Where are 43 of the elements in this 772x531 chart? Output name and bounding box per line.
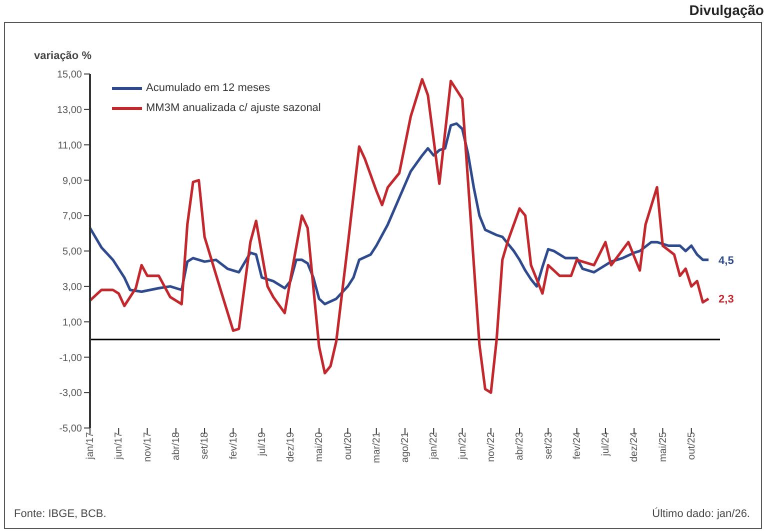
y-tick-label: 5,00 (62, 246, 82, 258)
x-tick-label: fev/24 (572, 432, 583, 460)
x-tick-label: dez/19 (286, 432, 297, 462)
legend-label: Acumulado em 12 meses (146, 81, 270, 96)
x-tick-label: fev/19 (228, 432, 240, 460)
y-tick-label: 3,00 (62, 282, 82, 293)
y-tick-label: -5,00 (59, 424, 82, 435)
x-tick-label: mai/25 (658, 432, 669, 462)
x-tick-label: out/25 (686, 432, 698, 460)
x-tick-label: set/18 (200, 432, 211, 460)
x-tick-label: jan/22 (428, 432, 440, 460)
line-series (90, 122, 710, 306)
x-tick-label: jan/17 (85, 432, 96, 460)
x-tick-label: mar/21 (371, 432, 382, 464)
x-tick-label: abr/18 (171, 432, 182, 460)
x-tick-label: jul/19 (256, 432, 268, 457)
text: Último dado: jan/26. (652, 508, 750, 520)
y-tick-label: 13,00 (56, 104, 82, 116)
x-tick-label: jun/22 (457, 432, 468, 460)
annotation: 2,3 (718, 294, 734, 306)
y-tick-label: 15,00 (56, 70, 82, 81)
x-tick-label: nov/17 (142, 432, 154, 462)
x-tick-label: jun/17 (114, 432, 125, 460)
x-tick-label: ago/21 (400, 432, 412, 463)
y-tick-label: 9,00 (62, 176, 82, 187)
y-tick-label: -1,00 (59, 352, 82, 364)
source-note: Fonte: IBGE, BCB. (14, 508, 106, 520)
x-tick-label: abr/23 (514, 432, 526, 460)
x-tick-label: mai/20 (314, 432, 326, 462)
annotation: 4,5 (718, 254, 734, 267)
y-tick-label: 7,00 (62, 211, 82, 222)
x-tick-label: dez/24 (629, 432, 640, 462)
y-tick-label: 11,00 (58, 140, 82, 152)
x-tick-label: jul/24 (600, 432, 612, 457)
y-tick-label: 1,00 (62, 317, 82, 328)
x-tick-label: out/20 (342, 432, 354, 460)
y-tick-label: -3,00 (59, 388, 82, 400)
x-tick-label: set/23 (543, 432, 554, 460)
x-tick-label: nov/22 (486, 432, 498, 462)
text: Divulgação (689, 2, 764, 18)
y-axis-title: variação % (34, 50, 92, 62)
line-series (90, 78, 710, 394)
legend-label: MM3M anualizada c/ ajuste sazonal (146, 101, 321, 116)
